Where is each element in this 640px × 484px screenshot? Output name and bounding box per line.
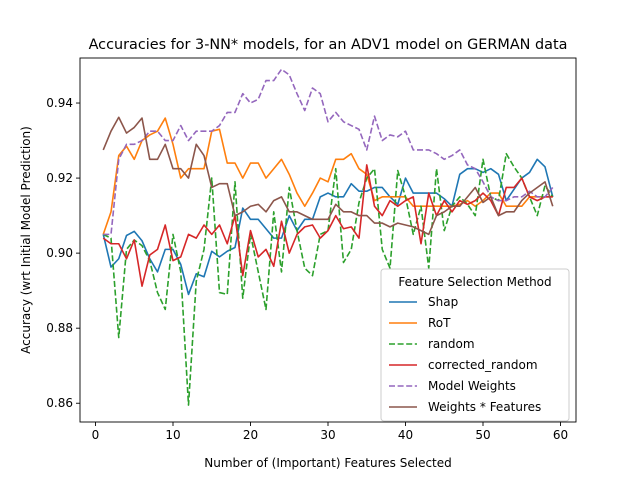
- series-line-model-weights: [103, 68, 554, 236]
- legend-box: [380, 268, 570, 422]
- y-tick-label: 0.88: [46, 321, 73, 335]
- plot-area: [102, 68, 554, 406]
- x-axis-label: Number of (Important) Features Selected: [204, 456, 452, 470]
- legend-label: Weights * Features: [428, 400, 541, 414]
- chart-title: Accuracies for 3-NN* models, for an ADV1…: [89, 37, 568, 53]
- y-axis-label: Accuracy (wrt Initial Model Prediction): [19, 126, 33, 354]
- legend-label: corrected_random: [428, 358, 538, 372]
- x-tick-label: 30: [320, 428, 335, 442]
- legend-label: RoT: [428, 316, 451, 330]
- x-tick-label: 0: [92, 428, 100, 442]
- x-tick-label: 40: [398, 428, 413, 442]
- x-tick-label: 20: [243, 428, 258, 442]
- legend: Feature Selection Method Shap RoT random cor…: [380, 268, 570, 422]
- y-tick-label: 0.90: [46, 246, 73, 260]
- x-tick-label: 10: [165, 428, 180, 442]
- y-tick-label: 0.94: [46, 96, 73, 110]
- x-tick-label: 50: [475, 428, 490, 442]
- y-tick-label: 0.86: [46, 396, 73, 410]
- legend-label: Shap: [428, 295, 458, 309]
- series-line-weights-features: [102, 116, 554, 236]
- series-line-corrected-random: [102, 164, 553, 287]
- series-line-rot: [102, 117, 553, 235]
- y-tick-label: 0.92: [46, 171, 73, 185]
- series-line-random: [102, 152, 554, 406]
- legend-label: Model Weights: [428, 379, 516, 393]
- axes: 0 10 20 30 40 50 60 0.86 0.88 0.90 0.92 0.94: [46, 57, 577, 442]
- legend-title: Feature Selection Method: [398, 275, 551, 289]
- legend-label: random: [428, 337, 475, 351]
- x-tick-label: 60: [553, 428, 568, 442]
